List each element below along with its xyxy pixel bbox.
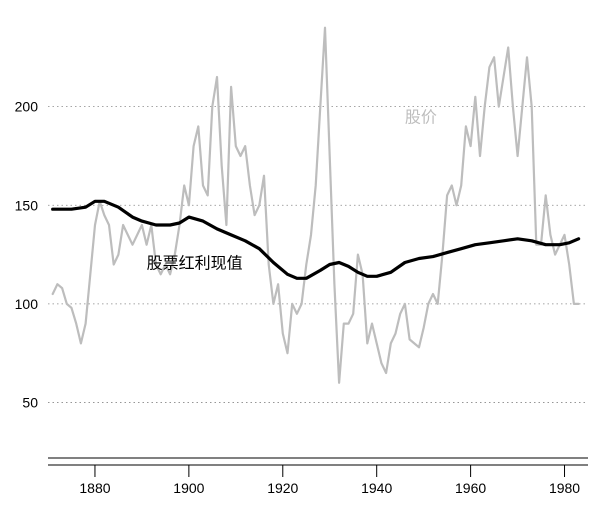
x-tick-label: 1940 xyxy=(361,480,392,496)
labels: 50 100 150 200 1880 1900 1920 1940 1960 1980 股价股票红… xyxy=(15,99,581,496)
axes xyxy=(48,458,588,477)
y-tick-label: 50 xyxy=(22,395,38,411)
series-price xyxy=(53,28,579,383)
series-label-dividend_pv: 股票红利现值 xyxy=(147,254,243,272)
x-tick-label: 1920 xyxy=(267,480,298,496)
x-tick-label: 1980 xyxy=(549,480,580,496)
series xyxy=(53,28,579,383)
x-tick-label: 1880 xyxy=(79,480,110,496)
series-label-price: 股价 xyxy=(405,108,437,126)
y-tick-label: 200 xyxy=(15,99,39,115)
y-tick-label: 150 xyxy=(15,197,39,213)
series-dividend_pv xyxy=(53,201,579,278)
x-tick-label: 1960 xyxy=(455,480,486,496)
y-tick-label: 100 xyxy=(15,296,39,312)
line-chart: 50 100 150 200 1880 1900 1920 1940 1960 1980 股价股票红… xyxy=(0,0,596,505)
x-tick-label: 1900 xyxy=(173,480,204,496)
